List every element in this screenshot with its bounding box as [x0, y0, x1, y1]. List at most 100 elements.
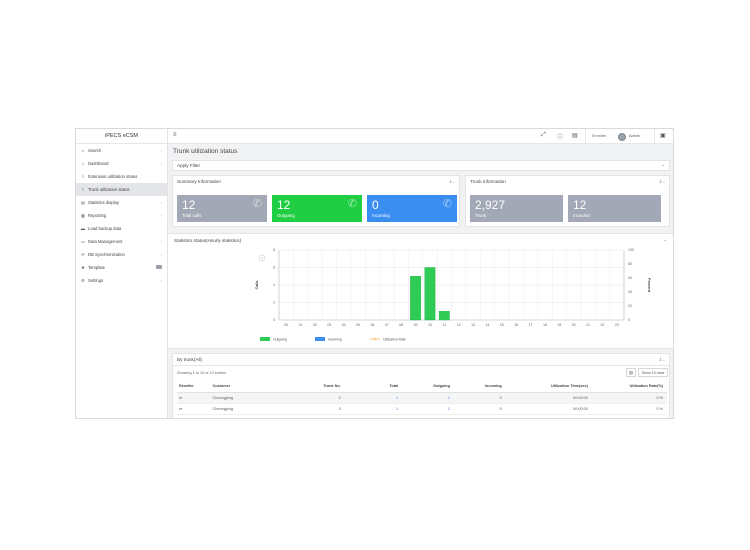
table-cell: 1 — [344, 403, 403, 415]
x-tick-label: 15 — [500, 323, 504, 327]
summary-panel: Summary Information ⤓ ⌄ 12 Total calls ✆ 12… — [172, 175, 460, 227]
column-header[interactable]: Reseller — [177, 381, 213, 393]
top-bar: ≡ ⤢ ⓘ ▤ Emmiter Admin ▣ — [168, 129, 673, 144]
divider — [173, 365, 669, 366]
sidebar-item-load-backup-data[interactable]: ▬ Load backup data — [76, 222, 167, 235]
sidebar-item-search[interactable]: ⌕ Search ‹ — [76, 144, 167, 157]
sidebar-item-settings[interactable]: ⚙ Settings ‹ — [76, 274, 167, 287]
panel-tools-icon[interactable]: ⤓ ⌄ — [659, 356, 665, 361]
sidebar-item-template[interactable]: ❖ Template — [76, 261, 167, 274]
y2-tick-label: 0 — [628, 318, 630, 322]
chart-line-icon: ⌇ — [81, 174, 85, 179]
kpi-value: 0 — [372, 198, 379, 212]
legend-label: Utilization Rate — [383, 337, 406, 341]
phone-icon: ✆ — [252, 198, 262, 210]
sidebar-item-extension-utilization-status[interactable]: ⌇ Extension utilization status — [76, 170, 167, 183]
table-header-row: Reseller Customer Trunk No. Total Outgoing In… — [177, 381, 667, 393]
page-title: Trunk utilization status — [173, 148, 238, 155]
column-header[interactable]: Total — [344, 381, 403, 393]
apply-filter-panel[interactable]: Apply Filter ⌄ — [172, 160, 670, 171]
sidebar-item-label: Search — [88, 148, 102, 153]
x-tick-label: 14 — [485, 323, 489, 327]
kpi-card-incoming: 0 Incoming ✆ — [367, 195, 457, 222]
sidebar-item-db-synchronization[interactable]: ⟳ DB Synchronization ‹ — [76, 248, 167, 261]
divider — [654, 129, 655, 144]
kpi-card-total-calls: 12 Total calls ✆ — [177, 195, 267, 222]
sidebar-item-label: Template — [88, 265, 105, 270]
column-header[interactable]: Utilization Time(sec) — [505, 381, 592, 393]
column-header[interactable]: Customer — [212, 381, 266, 393]
info-icon — [258, 254, 266, 262]
chevron-left-icon: ‹ — [160, 239, 162, 244]
y-tick-label: 0 — [273, 318, 275, 322]
table-row[interactable]: re Cheongjong 2 1 1 0 00:00:00 0 % — [177, 392, 667, 404]
x-tick-label: 03 — [327, 323, 331, 327]
bar-outgoing — [438, 311, 450, 321]
chevron-down-icon[interactable]: ⌄ — [663, 237, 667, 242]
column-header[interactable]: Incoming — [453, 381, 506, 393]
export-icon[interactable]: ▣ — [660, 133, 666, 139]
panel-tools-icon[interactable]: ⤓ ⌄ — [449, 178, 455, 183]
x-tick-label: 21 — [586, 323, 590, 327]
menu-toggle-icon[interactable]: ≡ — [173, 132, 177, 138]
column-header[interactable]: Outgoing — [402, 381, 454, 393]
info-icon[interactable]: ⓘ — [557, 135, 564, 141]
database-icon: ▬ — [80, 226, 86, 231]
x-tick-label: 04 — [342, 323, 346, 327]
x-tick-label: 19 — [557, 323, 561, 327]
avatar[interactable] — [618, 133, 626, 141]
column-header[interactable]: Utilization Rate(%) — [591, 381, 667, 393]
kpi-label: Incoming — [372, 213, 390, 218]
kpi-card-included: 12 Included — [568, 195, 661, 222]
document-icon[interactable]: ▤ — [572, 133, 578, 139]
panel-tools-icon[interactable]: ⤓ ⌄ — [659, 178, 665, 183]
gear-icon: ⚙ — [81, 278, 85, 283]
x-tick-label: 08 — [399, 323, 403, 327]
apply-filter-label: Apply Filter — [177, 163, 200, 168]
chevron-left-icon: ‹ — [160, 252, 162, 257]
user-name: Emmiter — [592, 134, 607, 138]
sidebar-item-dashboard[interactable]: ⌂ Dashboard ‹ — [76, 157, 167, 170]
show-rows-button[interactable]: Show 10 rows — [638, 368, 668, 377]
export-icon[interactable]: ▤ — [626, 368, 636, 377]
bar-outgoing — [424, 267, 436, 321]
sidebar-item-reporting[interactable]: ▦ Reporting ‹ — [76, 209, 167, 222]
table-cell: 0 % — [591, 392, 667, 404]
x-tick-label: 07 — [385, 323, 389, 327]
sidebar-item-trunk-utilization-status[interactable]: ⌇ Trunk utilization status — [76, 183, 167, 196]
x-tick-label: 18 — [543, 323, 547, 327]
sidebar-item-label: Statistics display — [88, 200, 119, 205]
fullscreen-icon[interactable]: ⤢ — [541, 132, 546, 138]
trunk-info-title: Trunk Information — [470, 179, 506, 184]
bar-outgoing — [410, 276, 421, 321]
sidebar-item-label: Load backup data — [88, 226, 122, 231]
search-icon: ⌕ — [81, 148, 85, 153]
x-tick-label: 00 — [284, 323, 288, 327]
chevron-left-icon: ‹ — [160, 278, 162, 283]
divider — [585, 129, 586, 144]
y2-tick-label: 20 — [628, 304, 632, 308]
sidebar-nav: ⌕ Search ‹ ⌂ Dashboard ‹ ⌇ Extension utilizatio… — [76, 144, 167, 287]
kpi-label: Included — [573, 213, 590, 218]
kpi-value: 12 — [573, 198, 587, 212]
chevron-left-icon: ‹ — [160, 200, 162, 205]
by-trunk-panel: By trunk(All) ⤓ ⌄ Showing 1 to 10 of 12 … — [172, 353, 670, 418]
sidebar-item-data-management[interactable]: ▭ Data Management ‹ — [76, 235, 167, 248]
app-title: iPECS eCSM — [76, 129, 167, 144]
x-tick-label: 23 — [615, 323, 619, 327]
chevron-down-icon[interactable]: ⌄ — [661, 162, 665, 167]
x-tick-label: 13 — [471, 323, 475, 327]
kpi-value: 2,927 — [475, 198, 506, 212]
admin-menu[interactable]: Admin — [629, 134, 640, 138]
kpi-card-trunk: 2,927 Trunk — [470, 195, 563, 222]
sidebar-item-label: Reporting — [88, 213, 107, 218]
sidebar-item-label: Data Management — [88, 239, 123, 244]
sidebar-item-statistics-display[interactable]: ▤ Statistics display ‹ — [76, 196, 167, 209]
table-row[interactable]: re Cheongjong 3 1 1 0 00:00:00 0 % — [177, 403, 667, 415]
sync-icon: ⟳ — [81, 252, 85, 257]
column-header[interactable]: Trunk No. — [265, 381, 345, 393]
x-tick-label: 12 — [457, 323, 461, 327]
table-cell: 00:00:00 — [505, 403, 592, 415]
report-icon: ▦ — [81, 213, 85, 218]
